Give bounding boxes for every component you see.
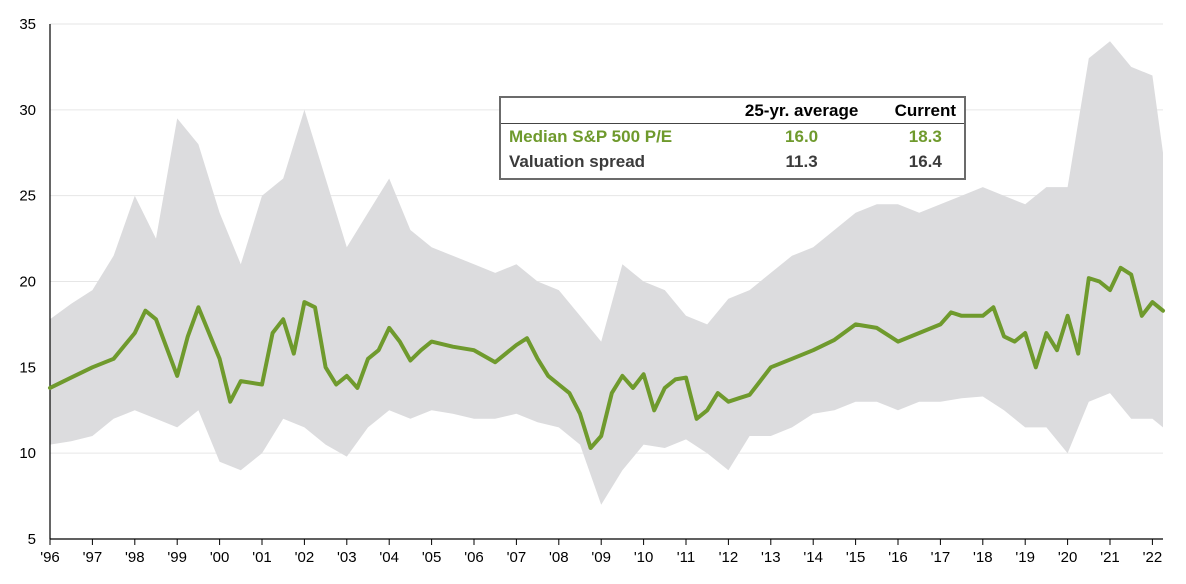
x-tick-label: '03 bbox=[337, 549, 357, 566]
legend-header-current: Current bbox=[886, 98, 964, 124]
x-tick-label: '97 bbox=[83, 549, 103, 566]
x-tick-label: '00 bbox=[210, 549, 230, 566]
legend-average-value: 16.0 bbox=[785, 126, 819, 146]
x-tick-label: '11 bbox=[677, 549, 695, 566]
x-tick-label: '07 bbox=[507, 549, 527, 566]
y-tick-label: 5 bbox=[28, 531, 36, 548]
legend-average-value: 11.3 bbox=[785, 151, 818, 171]
x-tick-label: '09 bbox=[591, 549, 611, 566]
x-tick-label: '06 bbox=[464, 549, 484, 566]
x-tick-label: '13 bbox=[761, 549, 781, 566]
x-tick-label: '19 bbox=[1015, 549, 1035, 566]
x-tick-label: '12 bbox=[719, 549, 739, 566]
y-tick-label: 35 bbox=[19, 16, 36, 33]
x-tick-label: '18 bbox=[973, 549, 993, 566]
x-tick-label: '20 bbox=[1058, 549, 1078, 566]
x-tick-label: '04 bbox=[379, 549, 399, 566]
legend-table: 25-yr. average Current Median S&P 500 P/… bbox=[499, 96, 966, 180]
legend-header-row: 25-yr. average Current bbox=[501, 98, 964, 124]
y-tick-labels: 5 10 15 20 25 30 35 bbox=[19, 16, 36, 548]
axes bbox=[49, 24, 1163, 545]
legend-row-median-pe: Median S&P 500 P/E 16.0 18.3 bbox=[501, 124, 964, 150]
median-pe-line bbox=[48, 265, 1165, 450]
y-tick-label: 20 bbox=[19, 274, 36, 291]
legend-label: Valuation spread bbox=[509, 151, 646, 171]
y-tick-label: 15 bbox=[19, 359, 36, 376]
x-tick-label: '15 bbox=[846, 549, 866, 566]
y-tick-label: 10 bbox=[19, 445, 36, 462]
y-tick-label: 25 bbox=[19, 188, 36, 205]
legend-header-blank bbox=[501, 98, 717, 124]
y-tick-label: 30 bbox=[19, 102, 36, 119]
x-tick-label: '21 bbox=[1100, 549, 1120, 566]
legend-current-value: 18.3 bbox=[908, 126, 942, 146]
x-tick-label: '05 bbox=[422, 549, 442, 566]
x-tick-label: '08 bbox=[549, 549, 569, 566]
x-tick-label: '96 bbox=[40, 549, 60, 566]
x-tick-label: '99 bbox=[167, 549, 187, 566]
valuation-spread-area bbox=[50, 41, 1163, 505]
x-tick-label: '22 bbox=[1143, 549, 1163, 566]
x-tick-label: '10 bbox=[634, 549, 654, 566]
x-tick-label: '16 bbox=[888, 549, 908, 566]
legend-row-valuation-spread: Valuation spread 11.3 16.4 bbox=[501, 149, 964, 174]
x-tick-label: '01 bbox=[252, 549, 272, 566]
x-tick-labels: '96 '97 '98 '99 '00 '01 '02 '03 '04 '05 '06 '07 '08 '… bbox=[40, 549, 1162, 566]
legend-header-average: 25-yr. average bbox=[716, 98, 887, 124]
x-tick-label: '14 bbox=[803, 549, 823, 566]
x-tick-label: '17 bbox=[931, 549, 951, 566]
x-tick-label: '02 bbox=[295, 549, 315, 566]
legend-label: Median S&P 500 P/E bbox=[509, 126, 673, 146]
legend-current-value: 16.4 bbox=[908, 151, 942, 171]
x-tick-label: '98 bbox=[125, 549, 145, 566]
